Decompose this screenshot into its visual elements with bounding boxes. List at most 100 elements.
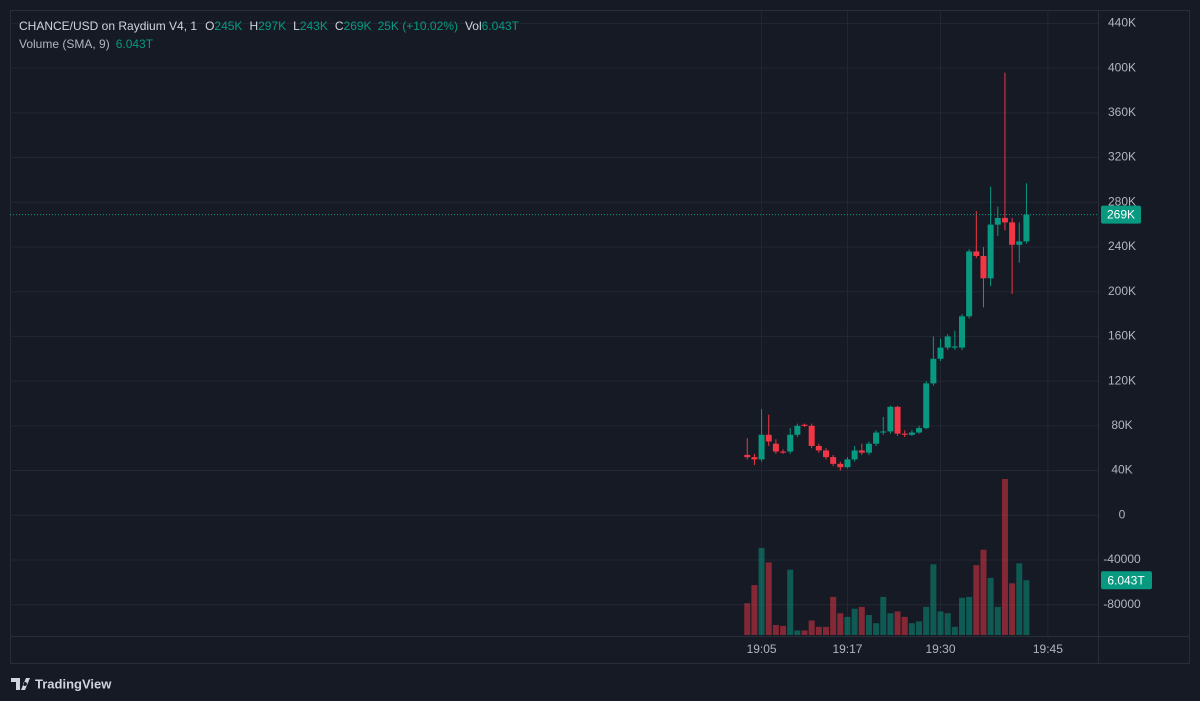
candle-body <box>744 454 751 458</box>
candle-body <box>966 251 973 317</box>
field-value: 297K <box>258 19 286 33</box>
last-price-label: 269K <box>1107 208 1135 222</box>
volume-bar <box>901 616 908 635</box>
candle-body <box>930 358 937 384</box>
candle-body <box>844 459 851 468</box>
volume-bar <box>908 623 915 635</box>
y-tick-label: 0 <box>1119 507 1126 521</box>
candle-body <box>765 434 772 442</box>
candle-body <box>908 432 915 435</box>
chart-frame <box>10 10 1190 664</box>
volume-bar <box>794 630 801 635</box>
volume-label: Vol <box>465 19 482 33</box>
candle-body <box>873 432 880 444</box>
x-tick-label: 19:17 <box>832 642 862 656</box>
candle-body <box>1023 214 1030 242</box>
volume-bar <box>937 611 944 635</box>
volume-bar <box>930 564 937 635</box>
volume-legend: Volume (SMA, 9) 6.043T <box>19 37 154 51</box>
candle-body <box>1009 222 1016 245</box>
x-tick-label: 19:45 <box>1033 642 1063 656</box>
volume-bar <box>873 623 880 635</box>
volume-bar <box>951 626 958 635</box>
candle-body <box>987 224 994 279</box>
candle-body <box>780 451 787 453</box>
field-label: O <box>205 19 214 33</box>
symbol-title: CHANCE/USD on Raydium V4, 1 <box>19 19 197 33</box>
candle-body <box>794 425 801 435</box>
volume-study-title: Volume (SMA, 9) <box>19 37 110 51</box>
volume-bar <box>1009 583 1016 635</box>
candle-body <box>880 431 887 433</box>
y-tick-label: -80000 <box>1103 597 1141 611</box>
y-tick-label: 40K <box>1111 463 1132 477</box>
volume-bar <box>944 613 951 635</box>
volume-bar <box>765 562 772 635</box>
volume-bar <box>815 626 822 635</box>
candle-body <box>758 434 765 460</box>
last-price-badge <box>1101 205 1141 224</box>
candle-body <box>994 217 1001 225</box>
volume-bar <box>801 630 808 635</box>
volume-bar <box>880 596 887 635</box>
candle-body <box>815 445 822 451</box>
volume-bar <box>808 620 815 635</box>
volume-bar <box>916 621 923 635</box>
volume-study-value: 6.043T <box>116 37 154 51</box>
y-tick-label: -40000 <box>1103 552 1141 566</box>
volume-bar <box>980 549 987 635</box>
volume-bar <box>1001 479 1008 635</box>
volume-bar <box>844 616 851 635</box>
volume-bar <box>837 613 844 635</box>
candle-body <box>937 347 944 359</box>
marks <box>10 72 1098 635</box>
brand-logo <box>11 678 30 690</box>
field-value: 243K <box>300 19 328 33</box>
y-tick-label: 200K <box>1108 284 1136 298</box>
field-value: 269K <box>344 19 372 33</box>
candle-body <box>865 443 872 453</box>
volume-value: 6.043T <box>482 19 520 33</box>
volume-bar <box>851 608 858 635</box>
y-tick-label: 320K <box>1108 150 1136 164</box>
candle-body <box>973 251 980 256</box>
y-tick-label: 160K <box>1108 329 1136 343</box>
x-tick-label: 19:30 <box>926 642 956 656</box>
candle-body <box>851 450 858 460</box>
y-tick-label: 360K <box>1108 105 1136 119</box>
candle-body <box>751 457 758 460</box>
volume-bar <box>751 585 758 635</box>
volume-bar <box>894 611 901 635</box>
field-label: L <box>293 19 300 33</box>
y-tick-label: 120K <box>1108 373 1136 387</box>
x-tick-label: 19:05 <box>747 642 777 656</box>
candle-body <box>858 450 865 453</box>
candle-body <box>830 457 837 464</box>
volume-bar <box>758 547 765 635</box>
y-tick-label: 240K <box>1108 239 1136 253</box>
labels: 440K 400K 360K 320K 280K 240K 200K 160K 120K 80K 4… <box>747 16 1152 656</box>
candle-body <box>894 406 901 434</box>
volume-bar <box>744 603 751 635</box>
logo-shape <box>11 678 30 690</box>
y-tick-label: 400K <box>1108 60 1136 74</box>
volume-bar <box>865 615 872 635</box>
volume-bar <box>923 606 930 635</box>
volume-bar <box>787 569 794 635</box>
candle-body <box>801 424 808 426</box>
change: 25K (+10.02%) <box>378 19 458 33</box>
volume-badge <box>1101 571 1152 590</box>
candle-body <box>901 433 908 435</box>
volume-bar <box>1016 563 1023 635</box>
volume-bar <box>858 606 865 635</box>
candle-body <box>787 434 794 452</box>
candle-body <box>1001 217 1008 223</box>
candle-body <box>923 383 930 429</box>
volume-bar <box>959 597 965 635</box>
y-tick-label: 280K <box>1108 194 1136 208</box>
candle-body <box>1016 241 1023 245</box>
volume-bar <box>780 625 787 635</box>
volume-bar <box>994 606 1001 635</box>
volume-bar <box>823 626 829 635</box>
